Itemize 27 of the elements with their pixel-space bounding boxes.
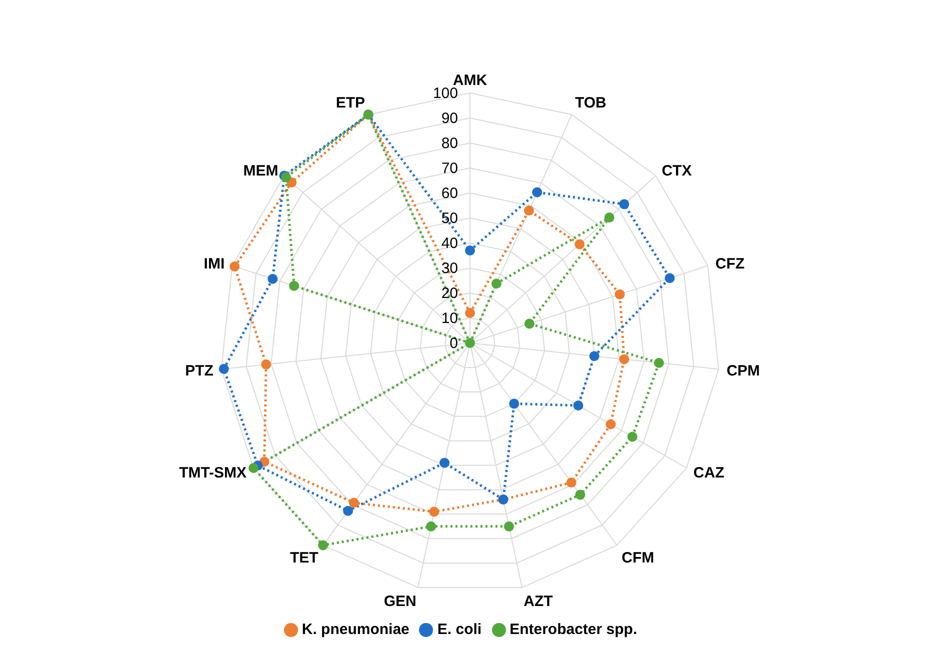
y-tick-label: 60 bbox=[441, 185, 458, 202]
spoke-label: CAZ bbox=[693, 464, 724, 482]
spoke-label: TET bbox=[290, 549, 318, 566]
spoke-label: IMI bbox=[204, 256, 225, 273]
spoke-label: CPM bbox=[726, 362, 760, 380]
y-tick-label: 30 bbox=[441, 260, 458, 277]
y-tick-label: 0 bbox=[450, 335, 458, 352]
spoke-label: MEM bbox=[243, 162, 278, 180]
legend-label: K. pneumoniae bbox=[302, 621, 410, 638]
spoke-label: TMT-SMX bbox=[179, 464, 247, 482]
legend-label: Enterobacter spp. bbox=[510, 621, 638, 638]
spoke-label: CTX bbox=[662, 162, 692, 180]
spoke-label: AZT bbox=[524, 593, 553, 610]
y-tick-label: 20 bbox=[441, 285, 458, 302]
legend-label: E. coli bbox=[437, 621, 482, 638]
spoke-label: PTZ bbox=[185, 362, 214, 380]
y-tick-label: 50 bbox=[441, 210, 458, 227]
y-tick-label: 90 bbox=[441, 110, 458, 127]
y-tick-label: 40 bbox=[441, 235, 458, 252]
y-tick-label: 80 bbox=[441, 135, 458, 152]
spoke-label: GEN bbox=[384, 593, 416, 610]
spoke-label: CFZ bbox=[715, 256, 745, 273]
y-tick-label: 10 bbox=[441, 310, 458, 327]
spoke-label: ETP bbox=[336, 94, 366, 112]
spoke-label: CFM bbox=[622, 549, 654, 566]
spoke-label: TOB bbox=[574, 94, 606, 112]
y-tick-label: 70 bbox=[441, 160, 458, 177]
